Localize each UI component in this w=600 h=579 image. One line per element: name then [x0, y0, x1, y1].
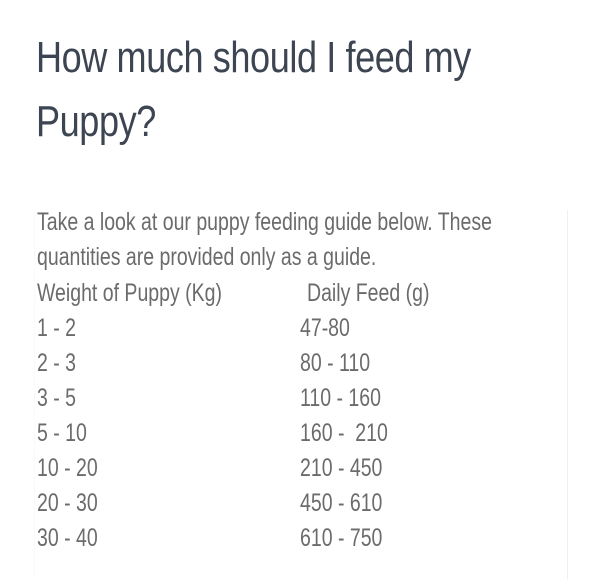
table-row: 2 - 3 80 - 110 — [37, 346, 597, 381]
table-row: 20 - 30 450 - 610 — [37, 486, 597, 521]
feed-cell: 210 - 450 — [300, 454, 383, 482]
feed-cell: 610 - 750 — [300, 524, 383, 552]
page-title: How much should I feed my Puppy? — [36, 33, 471, 146]
feed-cell: 160 - 210 — [300, 419, 388, 447]
table-row: 3 - 5 110 - 160 — [37, 381, 597, 416]
weight-cell: 20 - 30 — [37, 489, 98, 517]
weight-cell: 10 - 20 — [37, 454, 98, 482]
weight-cell: 3 - 5 — [37, 384, 77, 412]
table-row: 5 - 10 160 - 210 — [37, 416, 597, 451]
weight-cell: 30 - 40 — [37, 524, 98, 552]
weight-cell: 2 - 3 — [37, 349, 77, 377]
intro-text: Take a look at our puppy feeding guide b… — [37, 208, 492, 271]
feed-cell: 80 - 110 — [300, 349, 371, 377]
table-row: 10 - 20 210 - 450 — [37, 451, 597, 486]
feed-cell: 110 - 160 — [300, 384, 381, 412]
header-daily-feed: Daily Feed (g) — [307, 279, 430, 307]
table-header-row: Weight of Puppy (Kg) Daily Feed (g) — [37, 276, 597, 311]
table-row: 30 - 40 610 - 750 — [37, 521, 597, 556]
feed-cell: 450 - 610 — [300, 489, 383, 517]
table-row: 1 - 2 47-80 — [37, 311, 597, 346]
feed-cell: 47-80 — [300, 314, 350, 342]
header-weight: Weight of Puppy (Kg) — [37, 279, 222, 307]
weight-cell: 5 - 10 — [37, 419, 87, 447]
weight-cell: 1 - 2 — [37, 314, 77, 342]
content-panel — [34, 210, 568, 579]
